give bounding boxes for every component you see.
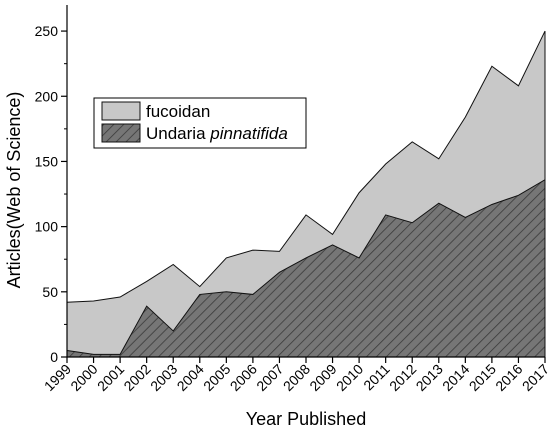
x-tick-label: 2013 <box>413 361 446 394</box>
x-tick-label: 1999 <box>41 361 74 394</box>
area-series-1 <box>66 178 546 358</box>
x-tick-label: 2001 <box>94 361 127 394</box>
x-tick-label: 2010 <box>333 361 366 394</box>
x-tick-label: 2008 <box>280 361 313 394</box>
x-tick-label: 2011 <box>360 361 393 394</box>
y-tick-label: 100 <box>35 219 59 235</box>
x-axis-label: Year Published <box>246 409 366 429</box>
x-tick-label: 2003 <box>147 361 180 394</box>
x-tick-label: 2000 <box>67 361 100 394</box>
y-tick-label: 50 <box>42 284 58 300</box>
x-tick-label: 2014 <box>439 361 472 394</box>
y-axis-label: Articles(Web of Science) <box>4 92 24 289</box>
x-tick-label: 2012 <box>386 361 419 394</box>
x-tick-label: 2009 <box>306 361 339 394</box>
y-tick-label: 150 <box>35 153 59 169</box>
legend: fucoidan Undaria pinnatifida <box>93 97 307 149</box>
x-tick-label: 2006 <box>227 361 260 394</box>
x-tick-label: 2016 <box>492 361 525 394</box>
x-tick-label: 2017 <box>519 361 550 394</box>
x-tick-label: 2007 <box>253 361 286 394</box>
legend-label-0: fucoidan <box>146 102 210 121</box>
x-tick-label: 2004 <box>174 361 207 394</box>
legend-swatch-0 <box>101 101 141 121</box>
y-tick-label: 200 <box>35 88 59 104</box>
x-tick-label: 2005 <box>200 361 233 394</box>
legend-label-1: Undaria pinnatifida <box>146 124 288 143</box>
x-tick-label: 2002 <box>120 361 153 394</box>
y-tick-label: 0 <box>50 349 58 365</box>
legend-swatch-1 <box>101 123 141 143</box>
y-tick-label: 250 <box>35 23 59 39</box>
x-tick-label: 2015 <box>466 361 499 394</box>
